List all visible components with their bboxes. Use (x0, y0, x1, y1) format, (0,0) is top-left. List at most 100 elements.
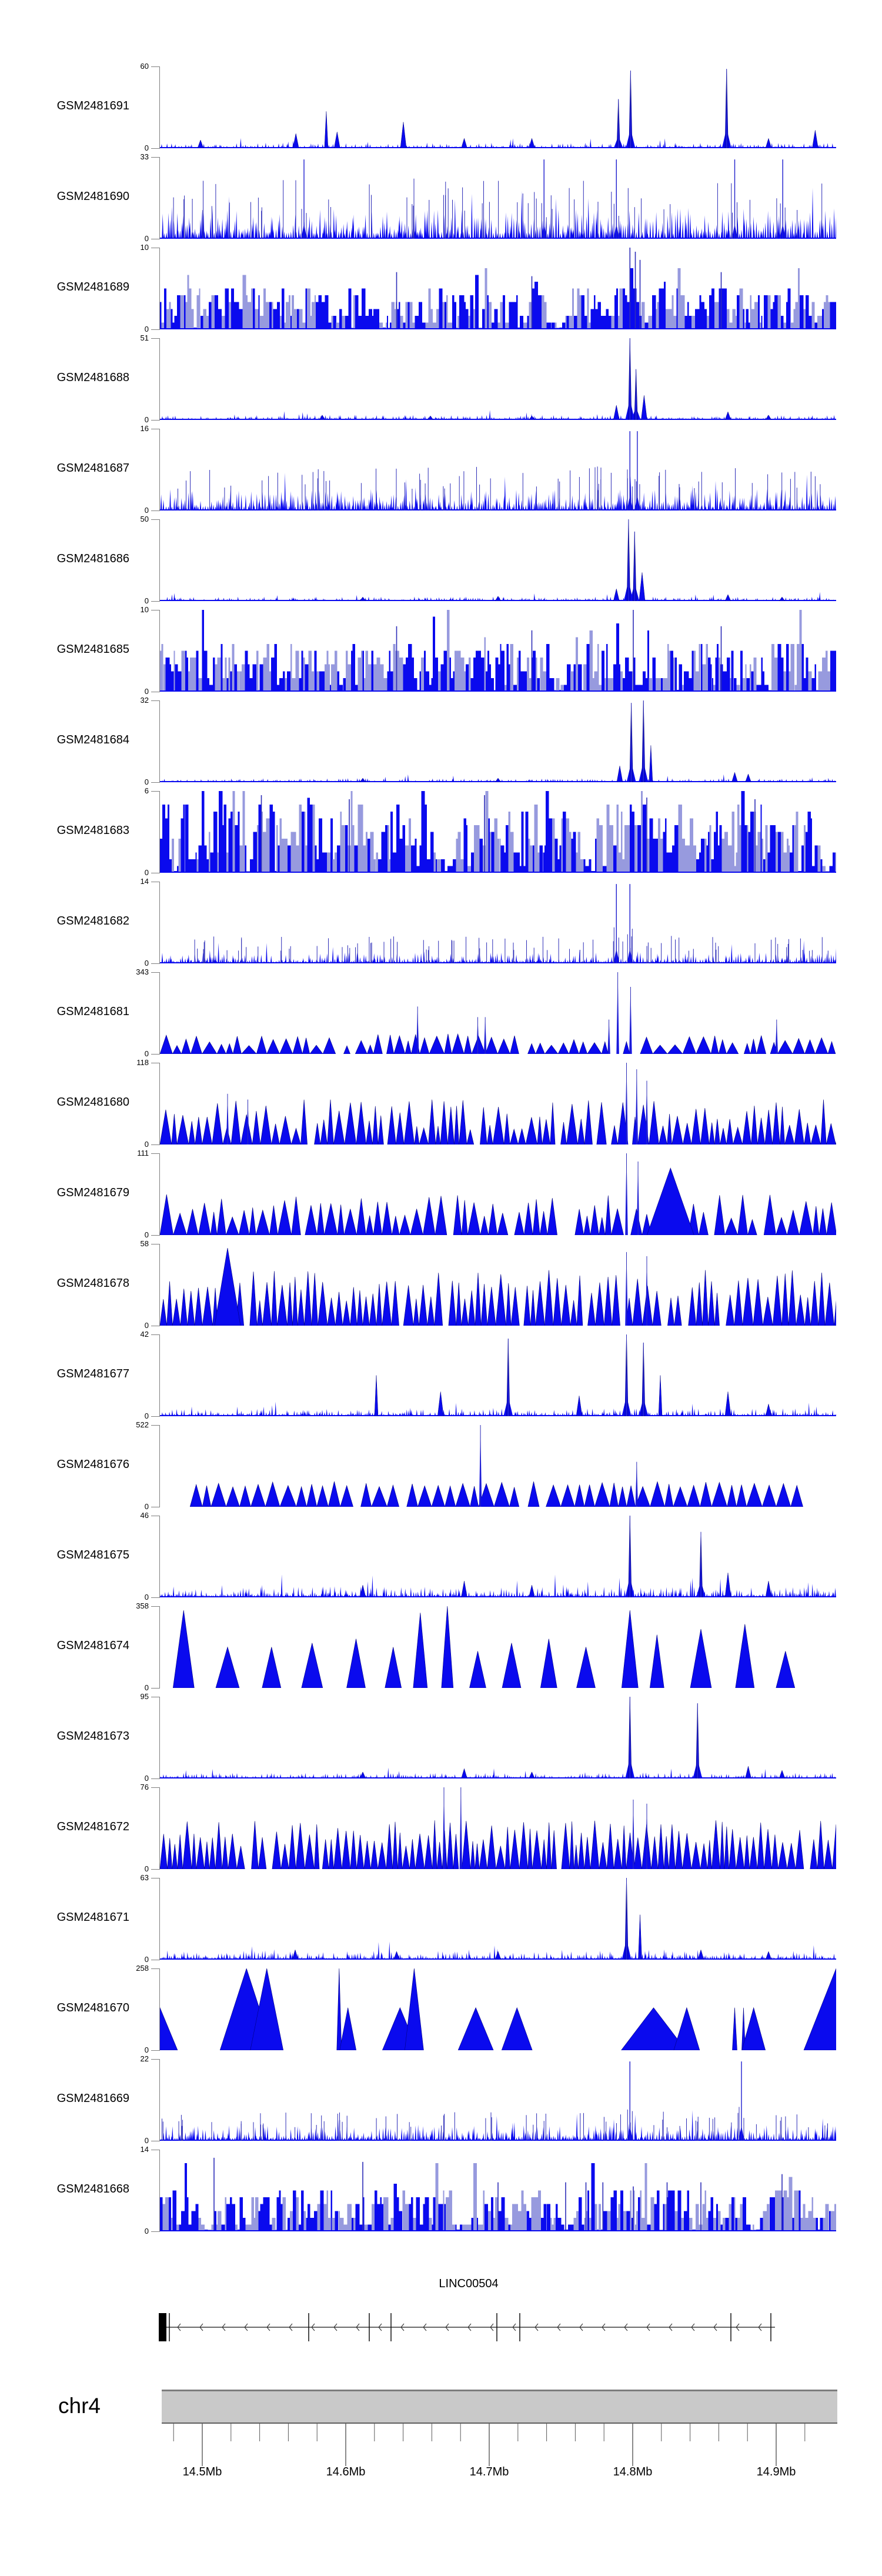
axis-max-label: 95 (140, 1692, 149, 1701)
axis-line (159, 610, 160, 692)
axis-max-label: 111 (137, 1149, 149, 1157)
axis-bottom-tick (151, 782, 159, 783)
axis-bottom-tick (151, 1687, 159, 1689)
axis-bottom-tick (151, 1778, 159, 1779)
axis-bottom-tick (151, 1053, 159, 1055)
axis-zero-label: 0 (144, 325, 149, 333)
axis-line (159, 1878, 160, 1960)
axis-zero-label: 0 (144, 2046, 149, 2054)
axis-line (159, 519, 160, 602)
axis-line (159, 700, 160, 783)
track-name-label: GSM2481684 (56, 733, 129, 746)
axis-zero-label: 0 (144, 1683, 149, 1692)
track-row: GSM2481670 258 0 (0, 1964, 882, 2054)
axis-max-label: 14 (140, 2145, 149, 2154)
axis-bottom-tick (151, 1144, 159, 1145)
track-row: GSM2481680 118 0 (0, 1059, 882, 1149)
axis-max-label: 58 (140, 1239, 149, 1248)
coverage-plot (160, 338, 836, 420)
axis-zero-label: 0 (144, 1412, 149, 1420)
axis-bottom-tick (151, 329, 159, 330)
track-row: GSM2481683 6 0 (0, 787, 882, 877)
chromosome-ideogram (162, 2390, 837, 2424)
track-name-label: GSM2481689 (56, 281, 129, 293)
axis-zero-label: 0 (144, 1502, 149, 1511)
coverage-plot (160, 1334, 836, 1416)
axis-max-label: 118 (136, 1058, 149, 1067)
axis-bottom-tick (151, 419, 159, 421)
axis-line (159, 1334, 160, 1417)
axis-line (159, 248, 160, 330)
track-name-label: GSM2481669 (56, 2092, 129, 2105)
axis-line (159, 1153, 160, 1236)
axis-max-label: 16 (140, 424, 149, 433)
axis-max-label: 22 (140, 2054, 149, 2063)
coordinate-ruler (173, 2424, 806, 2466)
coverage-plot (160, 1968, 836, 2050)
coverage-plot (160, 1697, 836, 1778)
axis-line (159, 429, 160, 511)
track-name-label: GSM2481678 (56, 1277, 129, 1290)
track-row: GSM2481672 76 0 (0, 1783, 882, 1873)
track-row: GSM2481677 42 0 (0, 1330, 882, 1420)
coordinate-tick-label: 14.7Mb (469, 2465, 509, 2478)
axis-max-label: 76 (140, 1783, 149, 1791)
coverage-plot (160, 972, 836, 1054)
axis-line (159, 972, 160, 1055)
axis-top-tick (151, 519, 159, 520)
axis-zero-label: 0 (144, 1140, 149, 1149)
axis-max-label: 63 (140, 1873, 149, 1882)
axis-line (159, 1425, 160, 1507)
axis-max-label: 10 (140, 243, 149, 252)
track-row: GSM2481688 51 0 (0, 334, 882, 424)
axis-bottom-tick (151, 963, 159, 964)
axis-line (159, 338, 160, 421)
track-row: GSM2481668 14 0 (0, 2145, 882, 2235)
coordinate-tick-label: 14.9Mb (756, 2465, 796, 2478)
axis-line (159, 1063, 160, 1145)
track-row: GSM2481675 46 0 (0, 1511, 882, 1601)
axis-zero-label: 0 (144, 1864, 149, 1873)
axis-max-label: 14 (140, 877, 149, 886)
track-name-label: GSM2481668 (56, 2183, 129, 2195)
axis-bottom-tick (151, 2231, 159, 2232)
axis-zero-label: 0 (144, 778, 149, 786)
track-name-label: GSM2481677 (56, 1367, 129, 1380)
axis-zero-label: 0 (144, 687, 149, 696)
axis-line (159, 2059, 160, 2141)
axis-top-tick (151, 700, 159, 702)
axis-zero-label: 0 (144, 1955, 149, 1964)
coordinate-tick-label: 14.5Mb (182, 2465, 222, 2478)
track-row: GSM2481685 10 0 (0, 606, 882, 696)
axis-bottom-tick (151, 2050, 159, 2051)
gene-model (159, 2313, 775, 2341)
coverage-plot (160, 610, 836, 692)
track-name-label: GSM2481679 (56, 1186, 129, 1199)
track-row: GSM2481686 50 0 (0, 515, 882, 605)
track-name-label: GSM2481683 (56, 824, 129, 837)
axis-max-label: 33 (140, 152, 149, 161)
track-row: GSM2481682 14 0 (0, 877, 882, 967)
axis-line (159, 882, 160, 964)
coverage-plot (160, 1153, 836, 1235)
axis-zero-label: 0 (144, 1321, 149, 1330)
track-name-label: GSM2481672 (56, 1820, 129, 1833)
axis-top-tick (151, 1968, 159, 1970)
axis-zero-label: 0 (144, 596, 149, 605)
axis-bottom-tick (151, 148, 159, 149)
coverage-plot (160, 2061, 836, 2141)
axis-max-label: 51 (140, 333, 149, 342)
axis-zero-label: 0 (144, 506, 149, 515)
axis-max-label: 32 (140, 696, 149, 705)
track-name-label: GSM2481688 (56, 371, 129, 384)
axis-bottom-tick (151, 510, 159, 511)
track-row: GSM2481689 10 0 (0, 243, 882, 333)
coverage-plot (160, 1787, 836, 1869)
axis-bottom-tick (151, 600, 159, 602)
track-row: GSM2481690 33 0 (0, 153, 882, 243)
axis-line (159, 1787, 160, 1870)
axis-top-tick (151, 972, 159, 973)
track-row: GSM2481679 111 0 (0, 1149, 882, 1239)
track-row: GSM2481678 58 0 (0, 1240, 882, 1330)
